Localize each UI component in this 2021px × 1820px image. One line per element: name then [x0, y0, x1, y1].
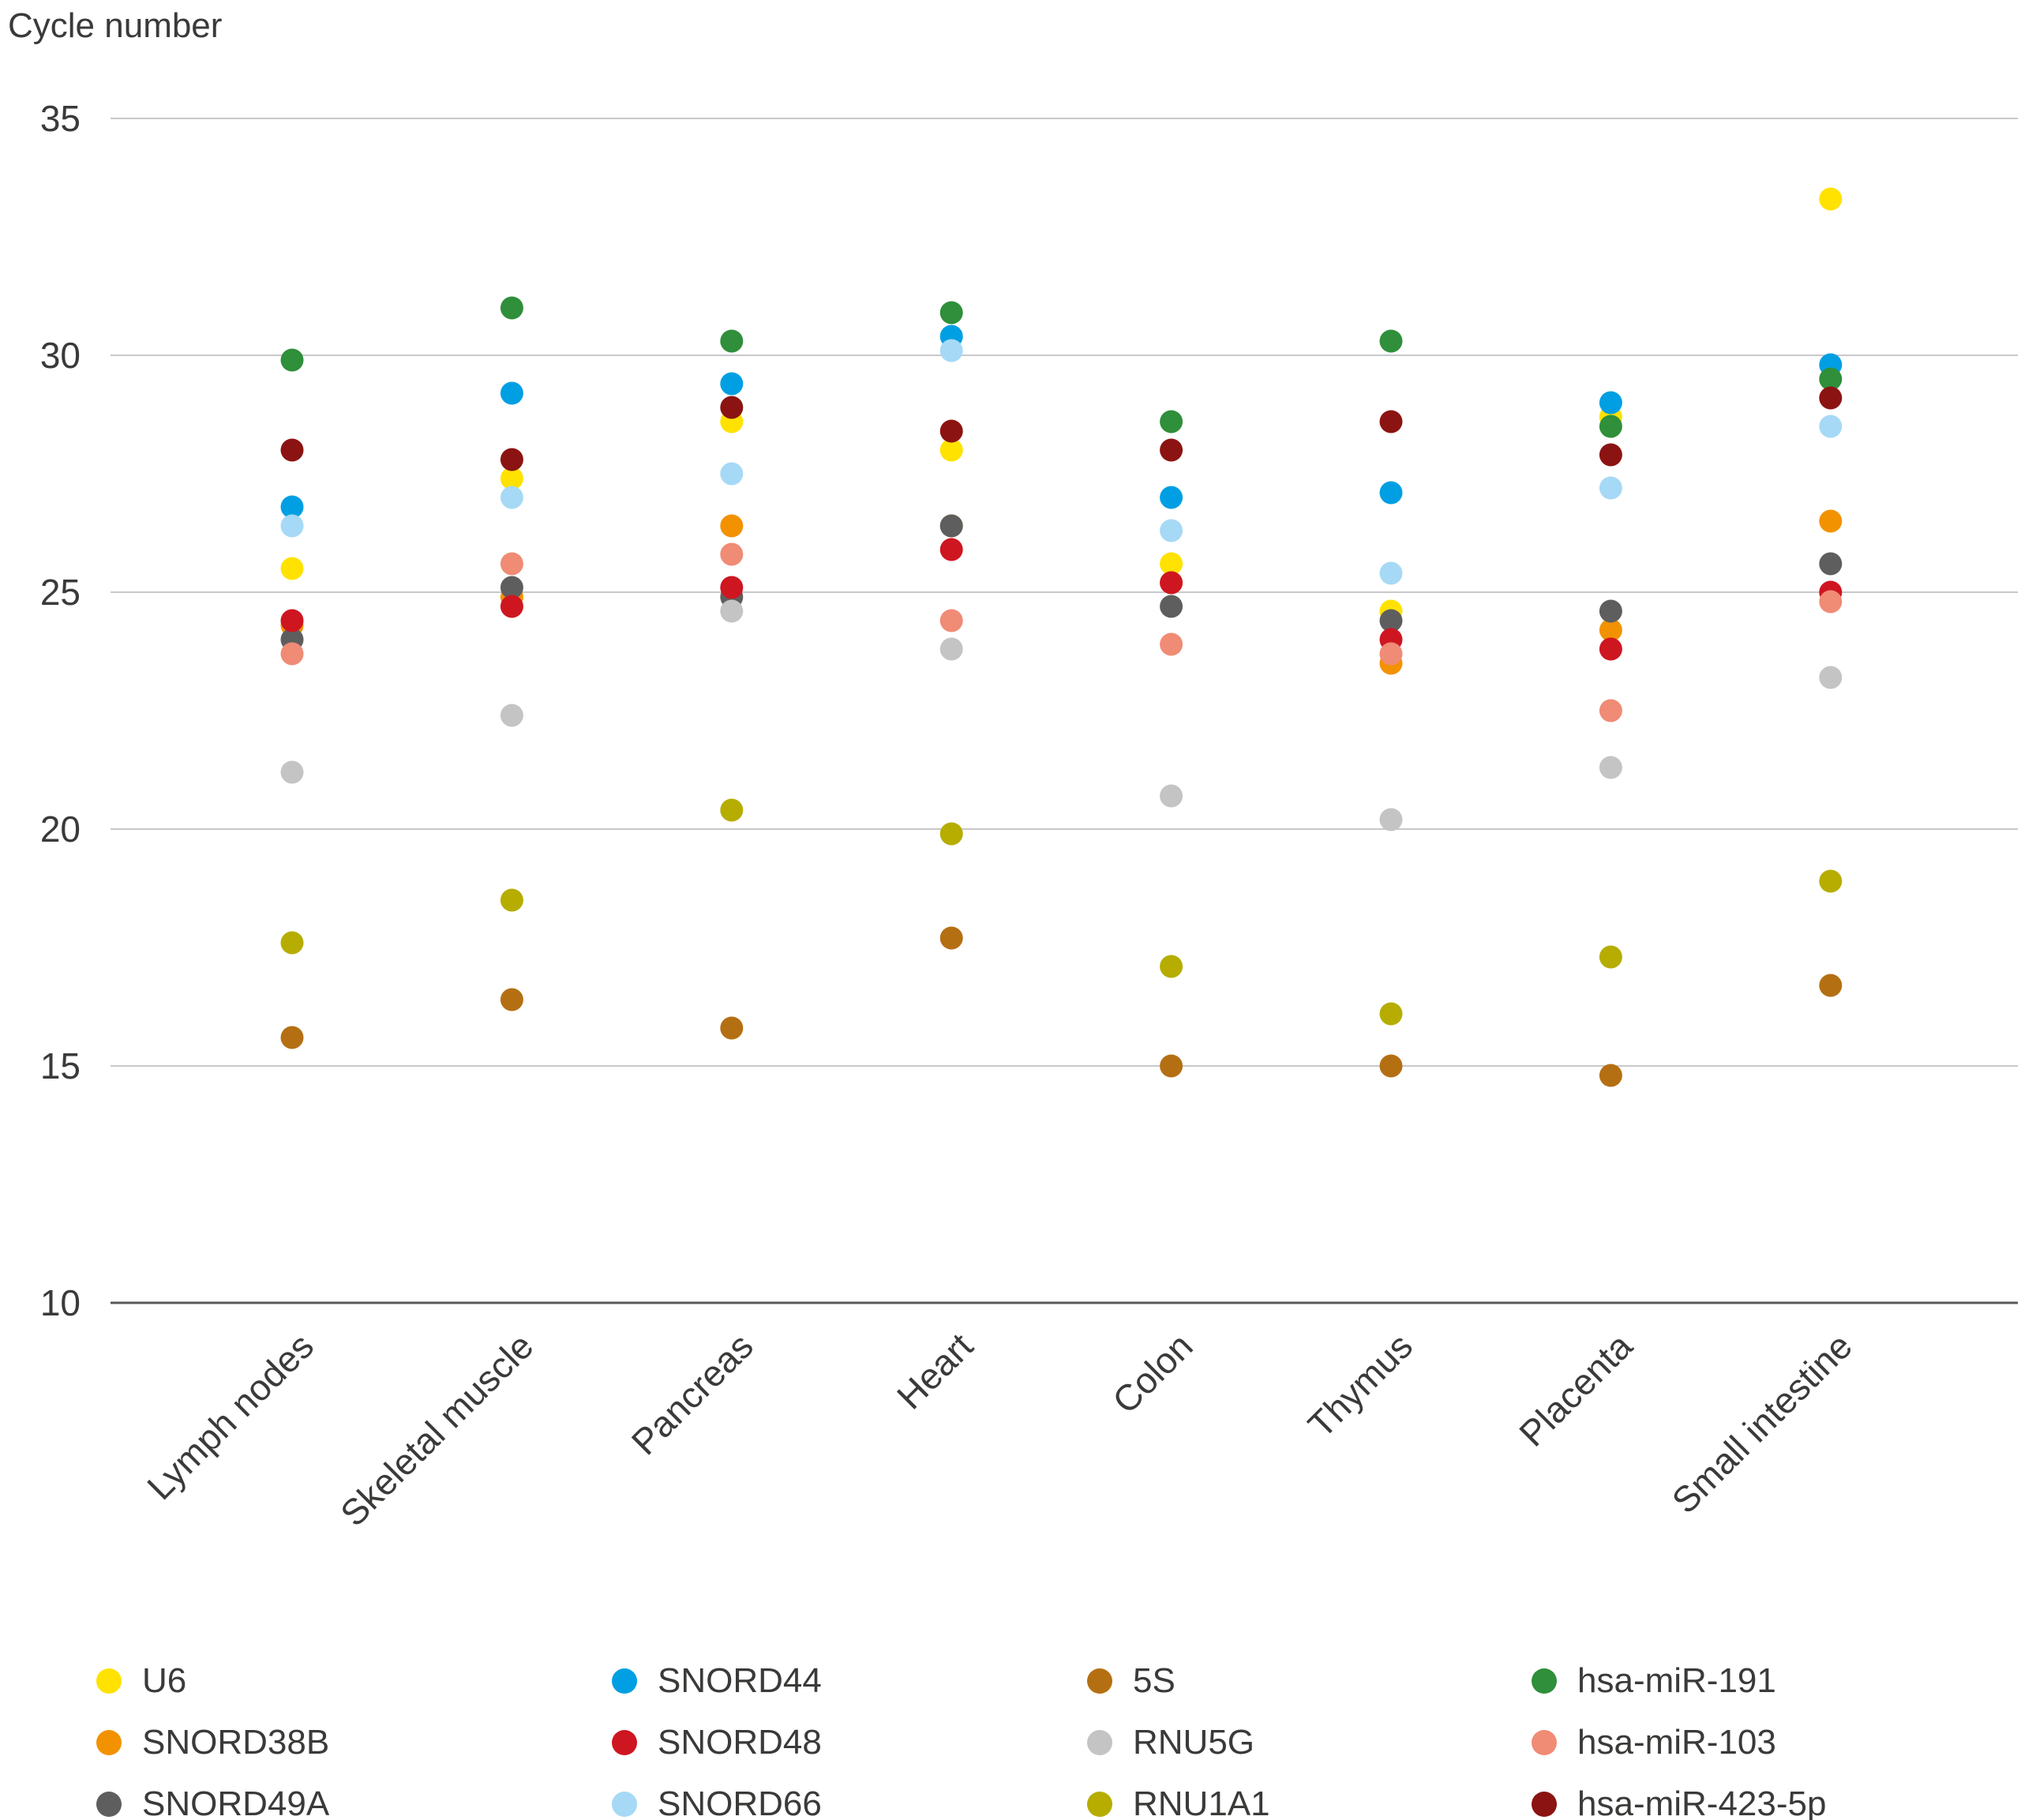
dot-U6-colon	[1160, 552, 1183, 576]
x-label-small-intestine: Small intestine	[1664, 1325, 1860, 1521]
dot-SNORD66-pancreas	[720, 462, 744, 486]
dot-hsa-miR-103-heart	[939, 609, 963, 632]
dot-SNORD38B-placenta	[1599, 618, 1622, 642]
dot-SNORD66-small-intestine	[1819, 415, 1843, 438]
dot-RNU1A1-skeletal-muscle	[500, 888, 523, 912]
dot-5S-pancreas	[720, 1016, 744, 1040]
dot-RNU5G-skeletal-muscle	[500, 704, 523, 727]
dot-hsa-miR-103-colon	[1160, 632, 1183, 656]
dot-hsa-miR-103-placenta	[1599, 699, 1622, 722]
dot-hsa-miR-103-lymph-nodes	[280, 642, 304, 666]
dot-RNU1A1-small-intestine	[1819, 869, 1843, 893]
dot-SNORD44-colon	[1160, 486, 1183, 509]
dot-SNORD66-lymph-nodes	[280, 514, 304, 538]
dot-RNU1A1-lymph-nodes	[280, 931, 304, 955]
dot-hsa-miR-191-heart	[939, 301, 963, 325]
x-label-colon: Colon	[1104, 1325, 1201, 1421]
dot-hsa-miR-423-5p-placenta	[1599, 443, 1622, 467]
dot-hsa-miR-423-5p-pancreas	[720, 396, 744, 419]
dot-hsa-miR-191-skeletal-muscle	[500, 296, 523, 320]
dot-hsa-miR-423-5p-lymph-nodes	[280, 438, 304, 462]
dot-SNORD49A-colon	[1160, 595, 1183, 618]
dot-SNORD66-thymus	[1379, 561, 1403, 585]
dot-RNU5G-lymph-nodes	[280, 760, 304, 784]
dot-SNORD66-colon	[1160, 519, 1183, 542]
dot-SNORD49A-heart	[939, 514, 963, 538]
dot-SNORD44-lymph-nodes	[280, 495, 304, 519]
dot-SNORD44-pancreas	[720, 372, 744, 396]
dot-SNORD48-skeletal-muscle	[500, 595, 523, 618]
dot-5S-colon	[1160, 1054, 1183, 1078]
dot-SNORD66-skeletal-muscle	[500, 486, 523, 509]
dot-hsa-miR-103-thymus	[1379, 642, 1403, 666]
dot-hsa-miR-423-5p-thymus	[1379, 410, 1403, 433]
dot-RNU1A1-colon	[1160, 955, 1183, 978]
dot-SNORD49A-small-intestine	[1819, 552, 1843, 576]
dot-RNU5G-thymus	[1379, 808, 1403, 831]
x-label-skeletal-muscle: Skeletal muscle	[332, 1325, 542, 1534]
x-label-heart: Heart	[889, 1325, 981, 1417]
dot-5S-heart	[939, 926, 963, 950]
dot-SNORD44-skeletal-muscle	[500, 381, 523, 405]
dot-5S-skeletal-muscle	[500, 988, 523, 1011]
dot-hsa-miR-103-pancreas	[720, 542, 744, 566]
dot-SNORD48-pancreas	[720, 576, 744, 599]
dot-5S-thymus	[1379, 1054, 1403, 1078]
dot-hsa-miR-103-skeletal-muscle	[500, 552, 523, 576]
dot-RNU1A1-placenta	[1599, 945, 1622, 969]
dot-SNORD48-colon	[1160, 571, 1183, 595]
y-tick-20: 20	[40, 809, 81, 850]
y-tick-30: 30	[40, 335, 81, 376]
y-tick-35: 35	[40, 98, 81, 139]
y-tick-10: 10	[40, 1282, 81, 1323]
dot-U6-small-intestine	[1819, 187, 1843, 211]
dot-hsa-miR-191-colon	[1160, 410, 1183, 433]
dot-SNORD44-thymus	[1379, 481, 1403, 505]
dot-5S-placenta	[1599, 1064, 1622, 1087]
dot-RNU1A1-pancreas	[720, 798, 744, 822]
dot-hsa-miR-423-5p-heart	[939, 419, 963, 443]
dot-5S-small-intestine	[1819, 974, 1843, 997]
dot-hsa-miR-191-small-intestine	[1819, 367, 1843, 391]
dot-RNU5G-placenta	[1599, 756, 1622, 779]
dot-hsa-miR-423-5p-colon	[1160, 438, 1183, 462]
dot-hsa-miR-423-5p-small-intestine	[1819, 386, 1843, 410]
dot-hsa-miR-191-thymus	[1379, 329, 1403, 353]
dot-RNU5G-colon	[1160, 784, 1183, 808]
dot-RNU1A1-heart	[939, 822, 963, 846]
dot-SNORD44-placenta	[1599, 391, 1622, 415]
dot-SNORD48-placenta	[1599, 637, 1622, 661]
y-tick-25: 25	[40, 572, 81, 613]
dot-hsa-miR-191-placenta	[1599, 415, 1622, 438]
x-label-lymph-nodes: Lymph nodes	[139, 1325, 321, 1507]
dot-U6-skeletal-muscle	[500, 467, 523, 490]
dot-hsa-miR-191-lymph-nodes	[280, 348, 304, 372]
x-label-placenta: Placenta	[1511, 1325, 1640, 1454]
dot-SNORD38B-pancreas	[720, 514, 744, 538]
dot-SNORD66-heart	[939, 339, 963, 362]
dot-SNORD49A-skeletal-muscle	[500, 576, 523, 599]
y-tick-15: 15	[40, 1045, 81, 1086]
dot-hsa-miR-423-5p-skeletal-muscle	[500, 448, 523, 471]
x-label-thymus: Thymus	[1300, 1325, 1420, 1445]
dot-SNORD49A-thymus	[1379, 609, 1403, 632]
dot-U6-heart	[939, 438, 963, 462]
x-label-pancreas: Pancreas	[624, 1325, 761, 1462]
dot-U6-lymph-nodes	[280, 557, 304, 580]
dot-RNU5G-pancreas	[720, 599, 744, 623]
dot-SNORD38B-small-intestine	[1819, 509, 1843, 533]
dot-SNORD48-heart	[939, 538, 963, 561]
dot-RNU1A1-thymus	[1379, 1002, 1403, 1026]
dot-SNORD49A-placenta	[1599, 599, 1622, 623]
y-axis-title: Cycle number	[8, 6, 223, 45]
dot-RNU5G-heart	[939, 637, 963, 661]
dot-5S-lymph-nodes	[280, 1026, 304, 1049]
dot-SNORD48-lymph-nodes	[280, 609, 304, 632]
dot-hsa-miR-103-small-intestine	[1819, 590, 1843, 614]
dot-SNORD66-placenta	[1599, 476, 1622, 500]
dot-hsa-miR-191-pancreas	[720, 329, 744, 353]
dot-RNU5G-small-intestine	[1819, 666, 1843, 689]
